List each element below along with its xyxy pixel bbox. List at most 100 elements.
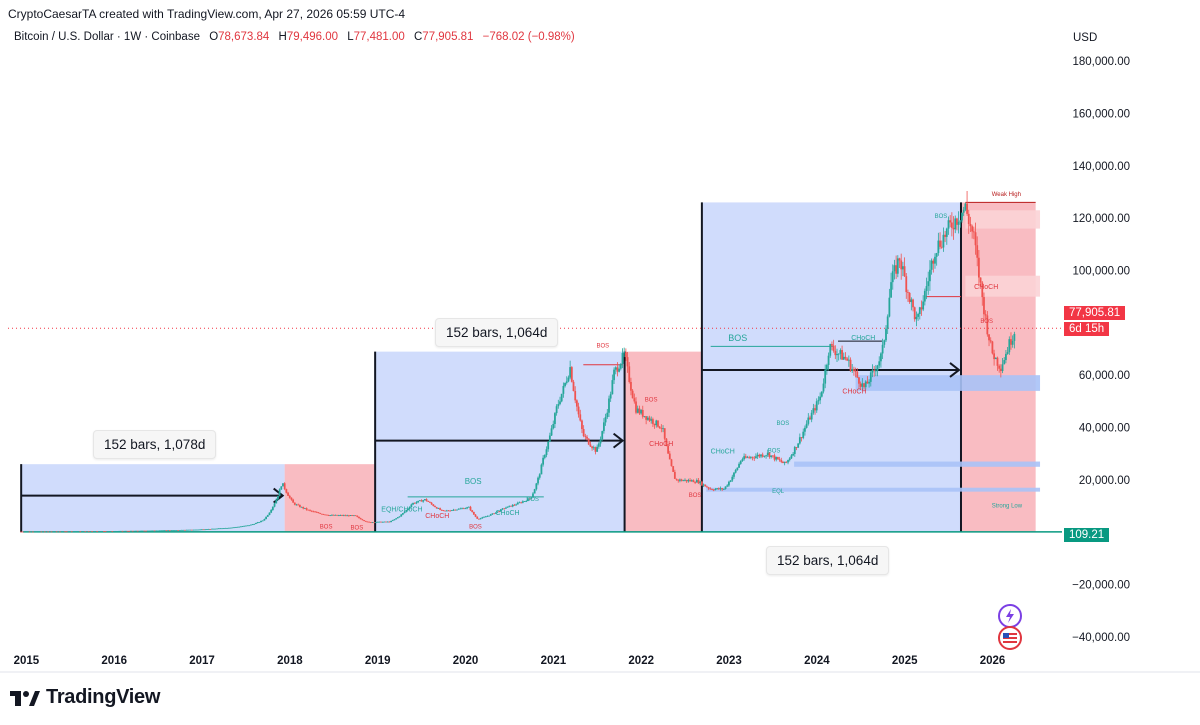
- candle-body: [488, 515, 490, 517]
- candle-body: [804, 427, 806, 432]
- candle-body: [435, 507, 438, 509]
- candle-body: [743, 456, 746, 460]
- candle-body: [462, 508, 465, 510]
- candle-body: [989, 340, 992, 342]
- candle-body: [108, 531, 110, 532]
- candle-body: [253, 523, 256, 525]
- x-tick-label: 2022: [628, 655, 654, 667]
- candle-body: [935, 253, 938, 257]
- candle-body: [592, 447, 595, 449]
- structure-label-0: BOS: [465, 477, 482, 486]
- candle-body: [175, 530, 178, 531]
- candle-body: [359, 518, 362, 520]
- candle-body: [983, 297, 985, 315]
- candle-body: [748, 457, 751, 459]
- candle-body: [834, 350, 837, 356]
- candle-body: [668, 453, 671, 460]
- candle-body: [177, 530, 180, 531]
- tradingview-logo[interactable]: TradingView: [10, 686, 160, 709]
- candle-body: [910, 299, 913, 303]
- candle-body: [967, 213, 970, 224]
- candle-body: [116, 531, 119, 532]
- candle-body: [726, 485, 729, 487]
- candle-body: [86, 531, 88, 533]
- candle-body: [505, 507, 507, 509]
- symbol-name[interactable]: Bitcoin / U.S. Dollar · 1W · Coinbase: [14, 31, 200, 43]
- candle-body: [679, 479, 681, 481]
- structure-label-13: EQL: [772, 489, 785, 495]
- candle-body: [386, 521, 389, 523]
- candle-body: [559, 401, 561, 405]
- candle-body: [915, 316, 918, 320]
- candle-body: [550, 428, 553, 436]
- candle-body: [753, 457, 756, 459]
- candle-body: [1011, 340, 1014, 345]
- candle-body: [138, 530, 141, 532]
- candle-body: [869, 372, 872, 382]
- range-label-3: 152 bars, 1,064d: [766, 546, 890, 575]
- candle-body: [59, 531, 61, 533]
- candle-body: [876, 365, 879, 371]
- candle-body: [456, 509, 458, 511]
- candle-body: [467, 506, 470, 508]
- candle-body: [440, 509, 443, 511]
- candle-body: [45, 531, 48, 533]
- candle-body: [905, 276, 908, 293]
- candle-body: [977, 257, 980, 278]
- candle-body: [533, 489, 536, 494]
- candle-body: [229, 527, 232, 529]
- candle-body: [768, 452, 771, 457]
- candle-body: [278, 489, 281, 496]
- us-flag-icon[interactable]: [998, 626, 1022, 650]
- candle-body: [1001, 364, 1004, 372]
- candle-body: [847, 359, 850, 361]
- structure-label-6: BOS: [469, 524, 482, 530]
- zone-red-3: [624, 351, 702, 533]
- lightning-icon[interactable]: [998, 604, 1022, 628]
- candle-body: [491, 513, 494, 515]
- candle-body: [275, 499, 278, 504]
- candle-body: [152, 530, 154, 532]
- candle-body: [548, 435, 551, 442]
- candle-body: [415, 502, 418, 504]
- candle-body: [332, 514, 335, 516]
- candle-body: [613, 369, 615, 381]
- candle-body: [118, 530, 121, 532]
- candle-body: [187, 529, 190, 531]
- candle-body: [310, 510, 313, 512]
- candle-body: [224, 527, 227, 529]
- currency-label[interactable]: USD: [1073, 32, 1098, 44]
- candle-body: [81, 531, 83, 533]
- candle-body: [84, 531, 87, 533]
- candle-body: [236, 526, 239, 528]
- candle-body: [667, 446, 670, 454]
- candle-body: [984, 314, 987, 316]
- candle-body: [432, 504, 435, 507]
- candle-body: [104, 531, 107, 532]
- candle-body: [709, 488, 712, 490]
- candle-body: [457, 508, 460, 510]
- candle-body: [673, 471, 676, 479]
- candle-body: [185, 529, 188, 531]
- candle-body: [986, 315, 989, 335]
- candle-body: [358, 516, 360, 519]
- x-tick-label: 2021: [541, 655, 567, 667]
- candle-body: [717, 488, 720, 490]
- x-tick-label: 2019: [365, 655, 391, 667]
- candle-body: [907, 292, 909, 293]
- candle-body: [33, 531, 36, 533]
- candle-body: [792, 453, 794, 456]
- candle-body: [163, 530, 166, 532]
- candle-body: [988, 334, 990, 341]
- candle-body: [994, 357, 997, 360]
- candle-body: [312, 511, 315, 513]
- candle-body: [219, 528, 222, 530]
- candle-body: [461, 508, 463, 510]
- candle-body: [265, 516, 267, 520]
- candle-body: [452, 509, 455, 511]
- candle-body: [155, 530, 158, 532]
- candle-body: [92, 531, 95, 533]
- candle-body: [28, 531, 31, 533]
- candle-body: [979, 277, 982, 283]
